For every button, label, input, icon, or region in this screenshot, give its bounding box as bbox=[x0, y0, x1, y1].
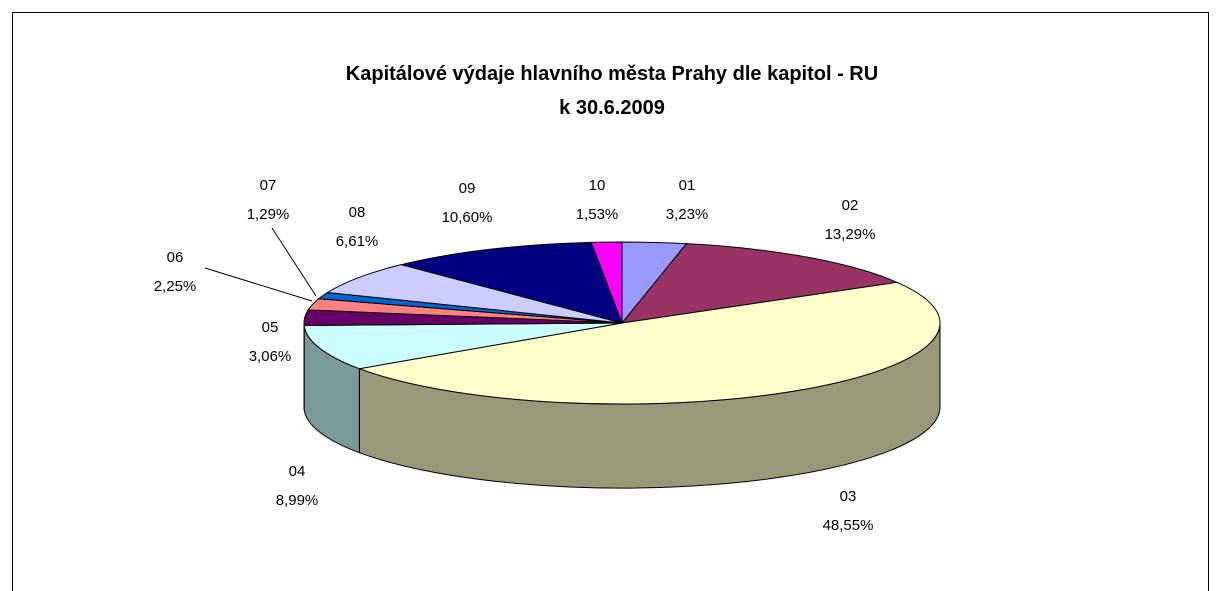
leader-line bbox=[271, 227, 317, 297]
value-label: 13,29% bbox=[825, 226, 876, 243]
slice bbox=[590, 241, 623, 324]
slice-label: 09 bbox=[459, 180, 476, 197]
value-label: 2,25% bbox=[154, 278, 197, 295]
value-label: 48,55% bbox=[823, 517, 874, 534]
slice bbox=[325, 264, 623, 324]
slice-label: 10 bbox=[589, 177, 606, 194]
slice-label: 04 bbox=[289, 463, 306, 480]
value-label: 3,06% bbox=[249, 348, 292, 365]
chart-title: Kapitálové výdaje hlavního města Prahy d… bbox=[346, 63, 878, 85]
slice bbox=[303, 322, 623, 370]
value-label: 1,53% bbox=[576, 206, 619, 223]
slice-label: 03 bbox=[840, 488, 857, 505]
slice-label: 01 bbox=[679, 177, 696, 194]
value-label: 3,23% bbox=[666, 206, 709, 223]
slice-label: 07 bbox=[260, 177, 277, 194]
slice-label: 06 bbox=[167, 249, 184, 266]
value-label: 8,99% bbox=[276, 492, 319, 509]
leader-line bbox=[204, 267, 313, 302]
chart-subtitle: k 30.6.2009 bbox=[559, 97, 665, 119]
slice bbox=[357, 281, 941, 405]
slice-label: 05 bbox=[262, 319, 279, 336]
slice-label: 02 bbox=[842, 197, 859, 214]
slice bbox=[401, 241, 623, 324]
value-label: 1,29% bbox=[247, 206, 290, 223]
value-label: 10,60% bbox=[442, 209, 493, 226]
value-label: 6,61% bbox=[336, 233, 379, 250]
slice bbox=[620, 243, 899, 324]
chart-frame bbox=[12, 12, 1209, 591]
slice-label: 08 bbox=[349, 204, 366, 221]
